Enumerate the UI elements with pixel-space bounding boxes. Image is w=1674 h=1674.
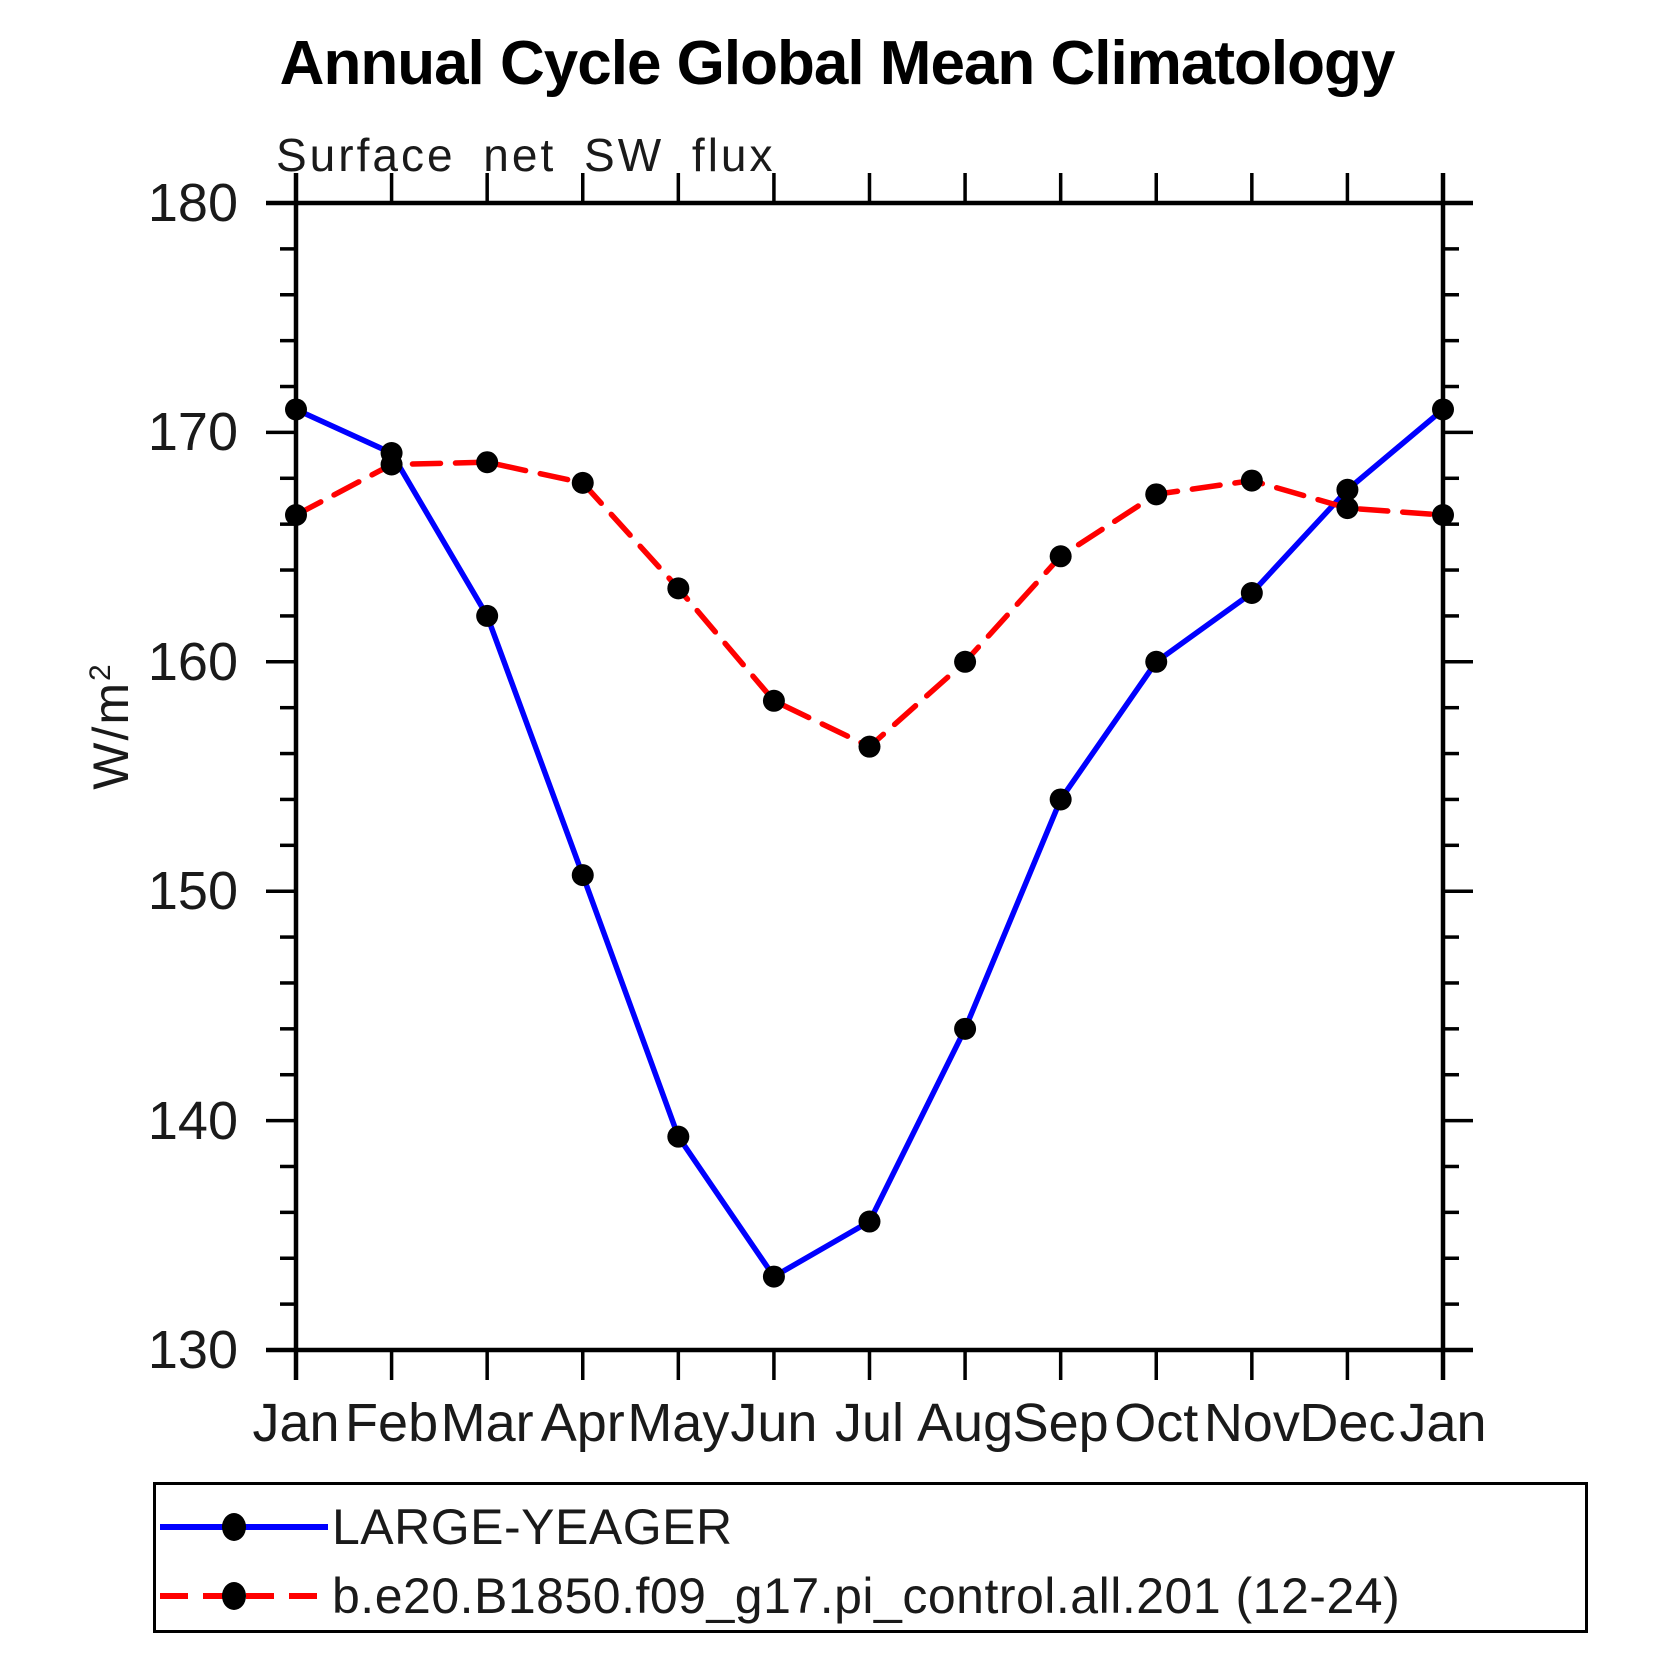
- series-0-marker: [1432, 398, 1454, 421]
- series-0-marker: [1049, 788, 1072, 811]
- legend-sample-dashed-line: [160, 1568, 328, 1624]
- legend-entry: b.e20.B1850.f09_g17.pi_control.all.201 (…: [160, 1568, 1400, 1624]
- series-0-marker: [1145, 650, 1168, 673]
- series-0-marker: [858, 1210, 881, 1233]
- series-0-marker: [954, 1017, 977, 1040]
- y-axis-tick-label: 150: [147, 861, 238, 922]
- x-axis-tick-label: May: [627, 1393, 730, 1453]
- x-axis-tick-label: Nov: [1203, 1393, 1300, 1453]
- x-axis-tick-label: Jan: [1399, 1393, 1487, 1453]
- chart-subtitle: Surface net SW flux: [276, 129, 776, 181]
- x-axis-tick-label: Feb: [345, 1393, 439, 1453]
- x-axis-tick-label: Mar: [440, 1393, 534, 1453]
- series-1-marker: [1432, 503, 1454, 526]
- series-1-marker: [476, 451, 499, 474]
- series-1-marker: [954, 650, 977, 673]
- series-1-line: [293, 459, 1446, 750]
- x-axis-tick-label: Dec: [1299, 1393, 1396, 1453]
- chart-title: Annual Cycle Global Mean Climatology: [279, 29, 1396, 98]
- y-axis-tick-label: 180: [147, 173, 238, 233]
- series-0-marker: [1336, 478, 1359, 501]
- legend-entry: LARGE-YEAGER: [160, 1499, 733, 1555]
- series-0-marker: [285, 398, 307, 421]
- legend-box: LARGE-YEAGER b.e20.B1850.f09_g17.pi_contr…: [153, 1482, 1588, 1633]
- legend-marker-dot: [222, 1582, 246, 1610]
- series-0-marker: [762, 1265, 785, 1288]
- y-axis-tick-label: 160: [147, 631, 238, 692]
- x-axis-tick-label: Apr: [540, 1393, 625, 1453]
- x-axis-tick-label: Sep: [1012, 1393, 1109, 1453]
- series-1-marker: [1240, 469, 1263, 492]
- series-1-marker: [1145, 483, 1168, 506]
- series-0-marker: [1240, 581, 1263, 604]
- legend-sample-solid-line: [160, 1499, 328, 1555]
- series-1-marker: [858, 735, 881, 758]
- legend-marker-dot: [222, 1513, 246, 1541]
- series-1-marker: [1336, 497, 1359, 520]
- x-axis-tick-label: Jan: [252, 1393, 340, 1453]
- legend-label: LARGE-YEAGER: [332, 1499, 733, 1555]
- series-1-marker: [667, 577, 690, 600]
- series-1-marker: [1049, 545, 1072, 568]
- y-axis-tick-label: 170: [147, 402, 238, 463]
- x-axis-tick-label: Jun: [730, 1393, 818, 1453]
- x-axis-tick-label: Oct: [1114, 1393, 1199, 1453]
- legend-label: b.e20.B1850.f09_g17.pi_control.all.201 (…: [332, 1568, 1401, 1624]
- y-axis-tick-label: 140: [147, 1090, 238, 1151]
- x-axis-tick-label: Aug: [917, 1393, 1014, 1453]
- series-0-marker: [667, 1125, 690, 1148]
- series-1-marker: [762, 689, 785, 712]
- series-1-marker: [285, 503, 307, 526]
- x-axis-tick-label: Jul: [834, 1393, 905, 1453]
- y-axis-tick-label: 130: [147, 1320, 238, 1380]
- series-0-line: [293, 406, 1446, 1280]
- series-0-marker: [476, 604, 499, 627]
- series-1-marker: [571, 471, 594, 494]
- series-1-marker: [380, 453, 403, 476]
- series-0-marker: [571, 864, 594, 887]
